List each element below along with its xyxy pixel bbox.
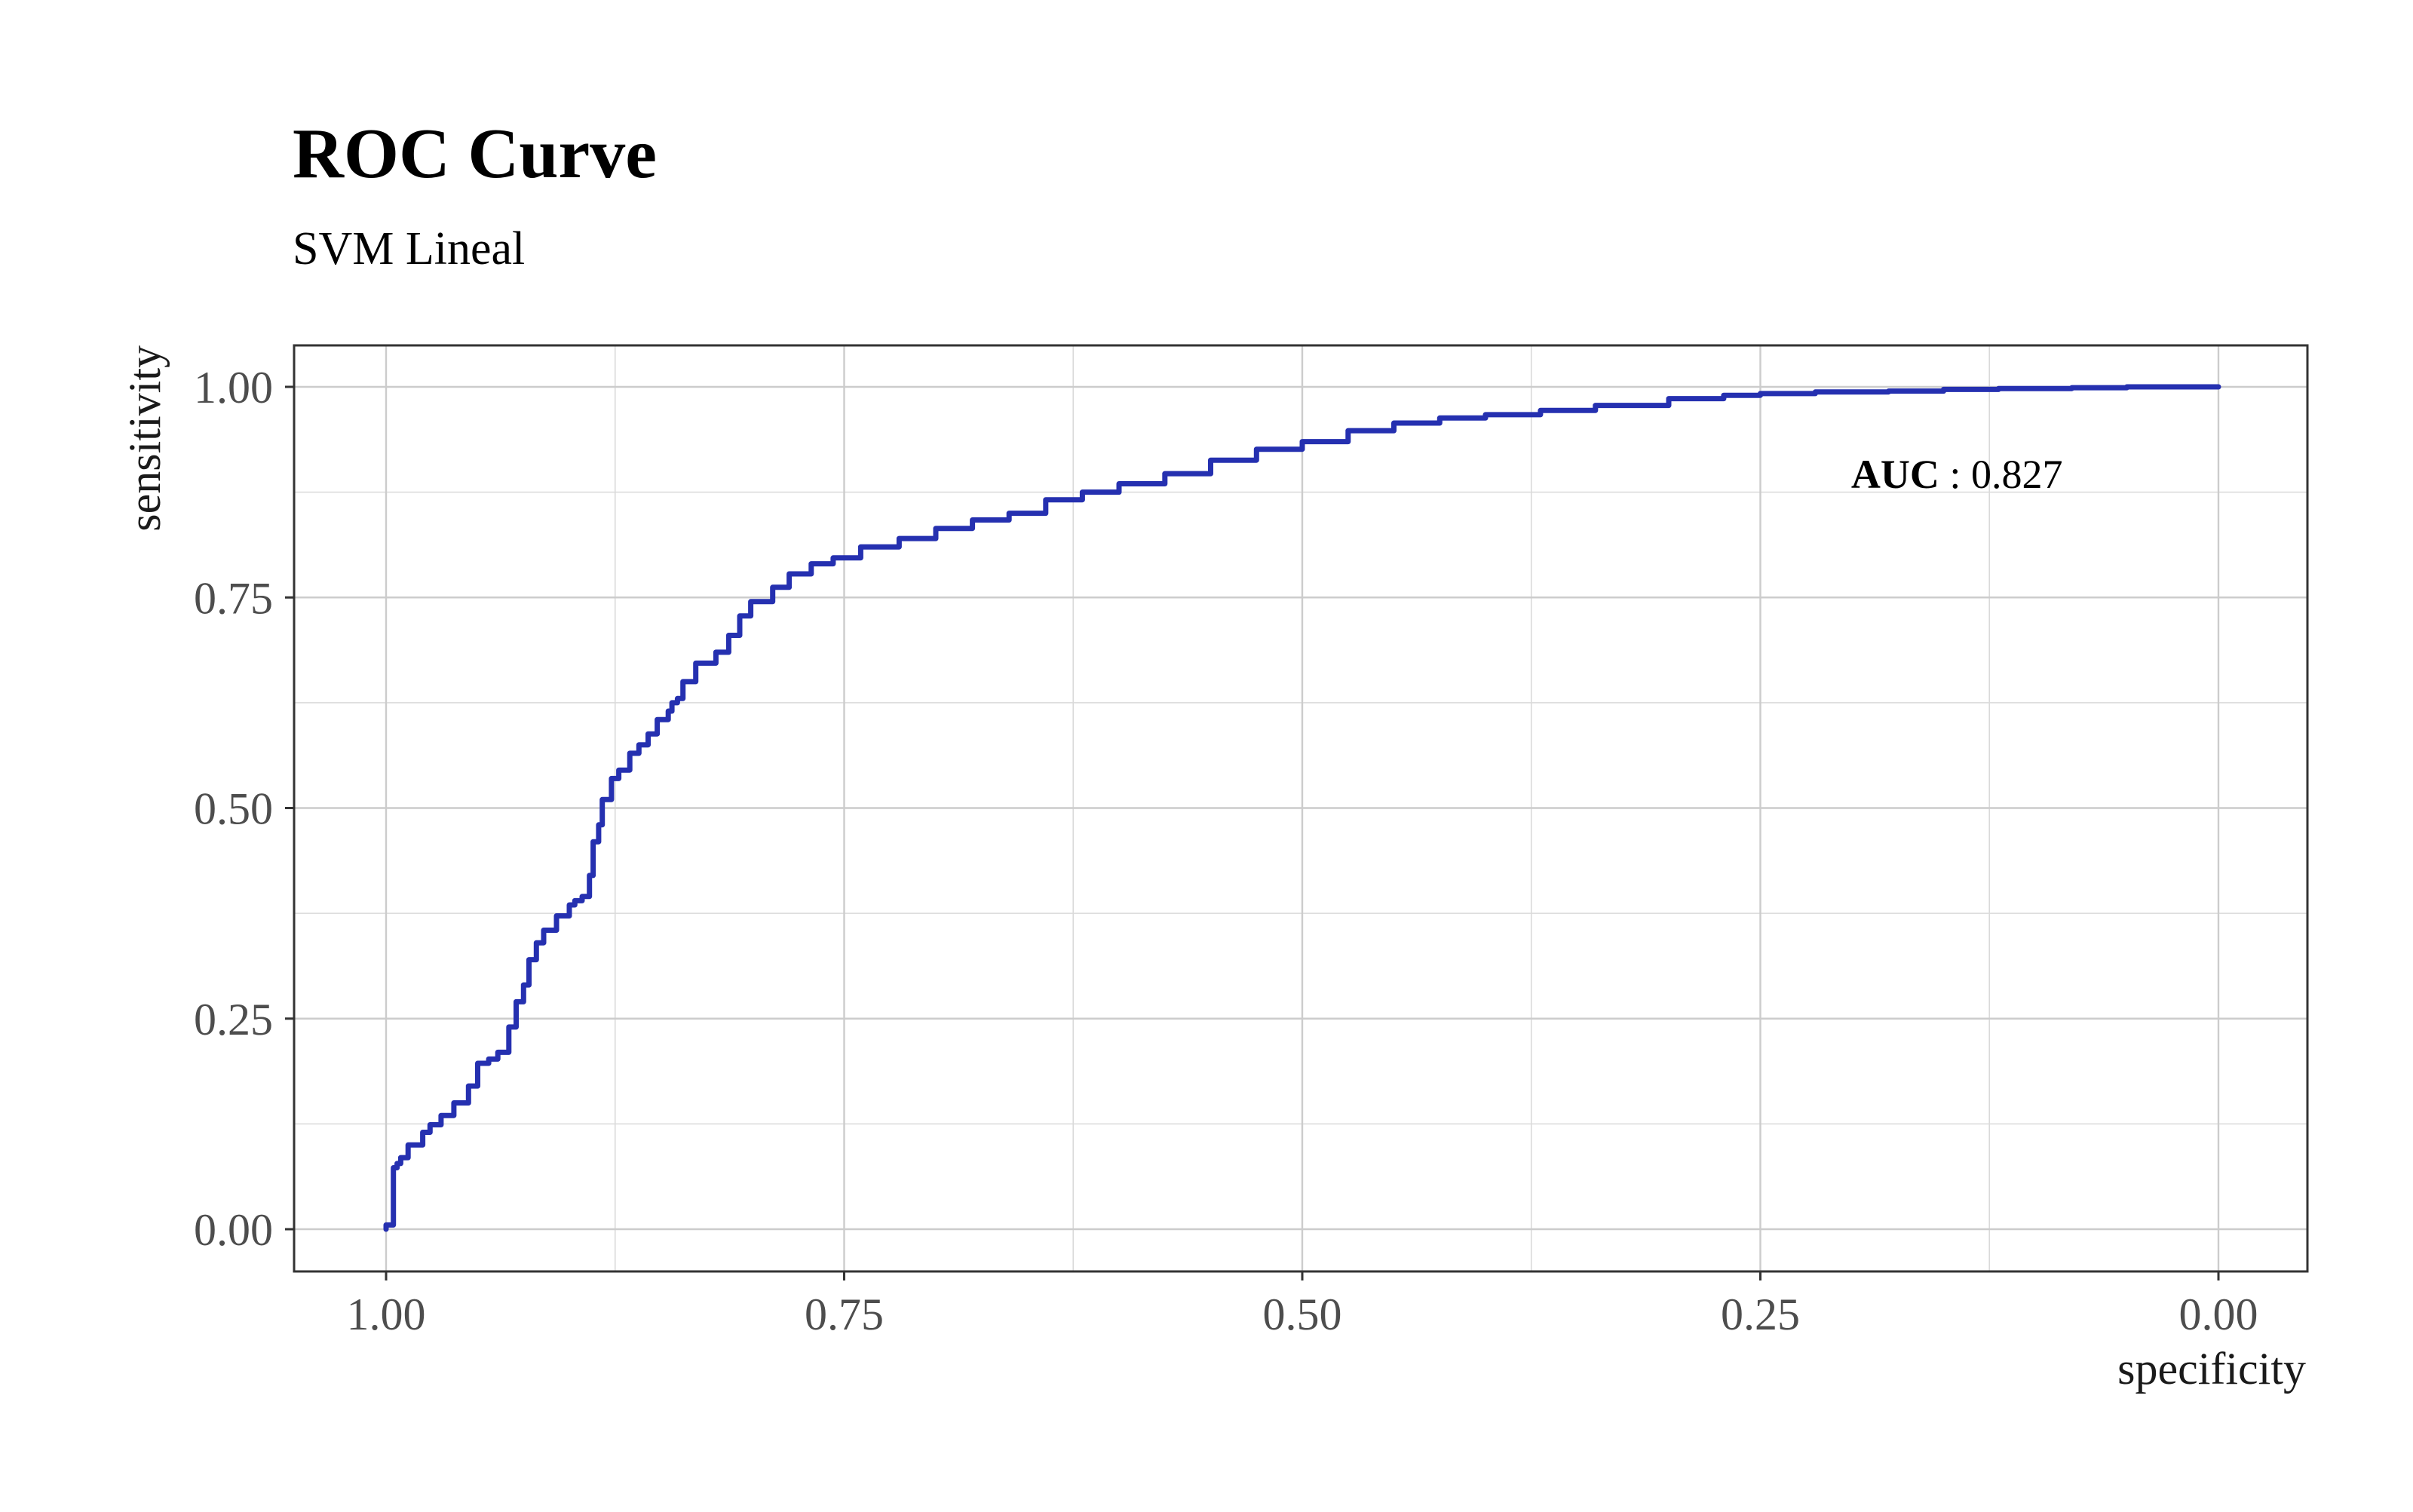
- chart-subtitle: SVM Lineal: [293, 223, 525, 274]
- x-tick-label: 0.75: [805, 1290, 884, 1339]
- x-tick-label: 0.50: [1263, 1290, 1342, 1339]
- y-axis-title: sensitivity: [120, 345, 170, 532]
- x-tick-label: 0.00: [2179, 1290, 2258, 1339]
- auc-value: 0.827: [1971, 452, 2063, 497]
- x-axis-title: specificity: [2117, 1344, 2306, 1394]
- x-tick-label: 0.25: [1721, 1290, 1800, 1339]
- auc-label: AUC: [1851, 452, 1939, 497]
- auc-separator: :: [1939, 452, 1971, 497]
- auc-annotation: AUC : 0.827: [1851, 452, 2063, 497]
- roc-curve-line: [383, 384, 2221, 1232]
- y-tick-label: 0.75: [194, 573, 273, 623]
- axis-layer: 1.00 0.75 0.50 0.25 0.00 0.00 0.25 0.50 0.75 1.00: [194, 363, 2258, 1339]
- y-tick-label: 0.25: [194, 995, 273, 1044]
- chart-title: ROC Curve: [293, 115, 657, 193]
- y-tick-label: 0.50: [194, 784, 273, 834]
- y-tick-label: 0.00: [194, 1205, 273, 1255]
- x-tick-label: 1.00: [347, 1290, 426, 1339]
- series-layer: [383, 384, 2221, 1232]
- grid-layer: [294, 345, 2307, 1271]
- y-tick-label: 1.00: [194, 363, 273, 413]
